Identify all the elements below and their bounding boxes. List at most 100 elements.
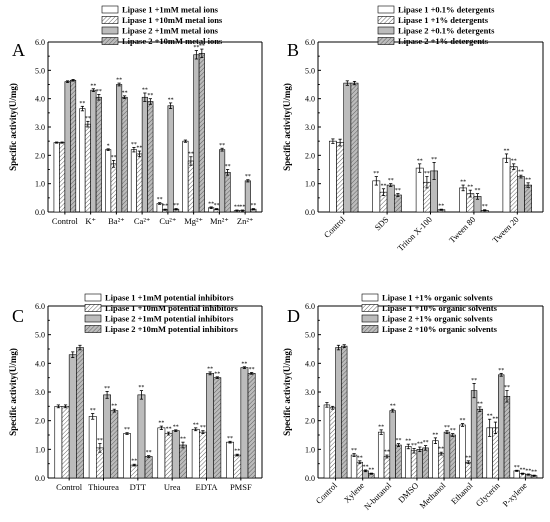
significance-mark: ** [166, 427, 172, 433]
bar [137, 394, 146, 479]
y-axis-label: Specific activity(U/mg) [8, 83, 18, 171]
bar [103, 394, 111, 479]
legend-label: Lipase 2 +10mM potential inhibitors [105, 324, 239, 334]
significance-mark: ** [465, 455, 471, 461]
y-tick-label: 4.0 [35, 359, 45, 368]
bar [199, 431, 207, 479]
y-tick-label: 2.0 [35, 417, 45, 426]
bar [502, 157, 511, 213]
bar [449, 434, 456, 479]
significance-mark: ** [460, 180, 466, 186]
bar [465, 461, 472, 479]
significance-mark: ** [250, 203, 256, 209]
panel-letter: A [12, 40, 25, 60]
significance-mark: ** [395, 188, 401, 194]
significance-mark: ** [168, 97, 174, 103]
x-tick-label: Urea [164, 482, 181, 492]
x-tick-label: Ba²⁺ [108, 216, 124, 226]
x-tick-label: Ca²⁺ [134, 216, 150, 226]
panel-letter: C [12, 306, 24, 326]
bar [372, 180, 381, 213]
legend-label: Lipase 2 +10mM metal ions [122, 36, 223, 46]
legend-label: Lipase 2 +1% organic solvents [382, 314, 493, 324]
significance-mark: ** [90, 408, 96, 414]
bar [206, 373, 214, 479]
significance-mark: ** [378, 424, 384, 430]
legend-label: Lipase 1 +10mM potential inhibitors [105, 303, 239, 313]
bar [410, 450, 418, 479]
bar [213, 377, 222, 479]
significance-mark: ** [239, 205, 245, 211]
x-tick-label: Control [322, 214, 348, 240]
legend-swatch [377, 37, 395, 45]
significance-mark: ** [131, 142, 137, 148]
significance-mark: ** [520, 468, 526, 474]
x-tick-label: DMSO [396, 480, 420, 504]
significance-mark: ** [368, 468, 374, 474]
significance-mark: ** [475, 188, 481, 194]
bar [443, 431, 451, 479]
y-tick-label: 6.0 [305, 302, 315, 311]
y-axis-label: Specific activity(U/mg) [282, 348, 292, 436]
significance-mark: ** [357, 455, 363, 461]
significance-mark: ** [79, 101, 85, 107]
x-tick-label: Ethanol [449, 480, 475, 506]
legend-label: Lipase 1 +10mM metal ions [122, 15, 223, 25]
y-tick-label: 4.0 [305, 95, 315, 104]
legend-swatch [84, 293, 102, 302]
y-axis-label: Specific activity(U/mg) [8, 348, 18, 436]
legend-swatch [84, 304, 102, 312]
significance-mark: ** [180, 437, 186, 443]
bar [219, 149, 226, 213]
panel-letter: D [287, 306, 300, 326]
significance-mark: ** [142, 88, 148, 94]
legend-swatch [361, 293, 379, 302]
x-tick-label: Tween 80 [447, 214, 478, 245]
bar [110, 163, 117, 213]
bar [492, 427, 499, 479]
panel-b: B 0.0 1.0 2.0 3.0 4.0 5.0 6.0 Specific activity(… [282, 5, 544, 253]
bar [53, 142, 60, 213]
bar [343, 82, 352, 213]
significance-mark: ** [390, 404, 396, 410]
bar [123, 433, 131, 479]
bar [171, 430, 180, 479]
y-tick-label: 0.0 [35, 474, 45, 483]
bar [95, 96, 102, 213]
significance-mark: ** [111, 404, 117, 410]
bar [341, 345, 348, 479]
significance-mark: ** [245, 174, 251, 180]
panel-c: C 0.0 1.0 2.0 3.0 4.0 5.0 6.0 Specific activity(… [8, 293, 263, 492]
y-tick-label: 6.0 [35, 38, 45, 47]
x-tick-label: PMSF [230, 482, 252, 492]
significance-mark: ** [411, 443, 417, 449]
significance-mark: ** [504, 148, 510, 154]
significance-mark: ** [249, 367, 255, 373]
legend-label: Lipase 2 +10% organic solvents [382, 324, 498, 334]
x-tick-label: Zn²⁺ [237, 216, 253, 226]
significance-mark: ** [423, 440, 429, 446]
significance-mark: ** [96, 89, 102, 95]
significance-mark: ** [193, 45, 199, 51]
legend-label: Lipase 2 +0.1% detergents [398, 26, 495, 36]
bar [524, 184, 532, 213]
significance-mark: ** [122, 90, 128, 96]
x-tick-label: Control [56, 482, 83, 492]
y-tick-label: 2.0 [305, 151, 315, 160]
significance-mark: ** [460, 418, 466, 424]
y-tick-label: 0.0 [305, 208, 315, 217]
legend-swatch [361, 304, 379, 312]
significance-mark: ** [438, 447, 444, 453]
significance-mark: * [107, 143, 110, 149]
x-tick-label: P-xylene [500, 480, 529, 509]
significance-mark: ** [477, 401, 483, 407]
bar [68, 354, 77, 479]
y-tick-label: 3.0 [305, 123, 315, 132]
significance-mark: ** [131, 459, 137, 465]
significance-mark: ** [147, 93, 153, 99]
legend-swatch [377, 26, 395, 35]
x-tick-label: Control [314, 480, 340, 506]
significance-mark: ** [384, 450, 390, 456]
bar [164, 433, 173, 479]
significance-mark: ** [111, 155, 117, 161]
